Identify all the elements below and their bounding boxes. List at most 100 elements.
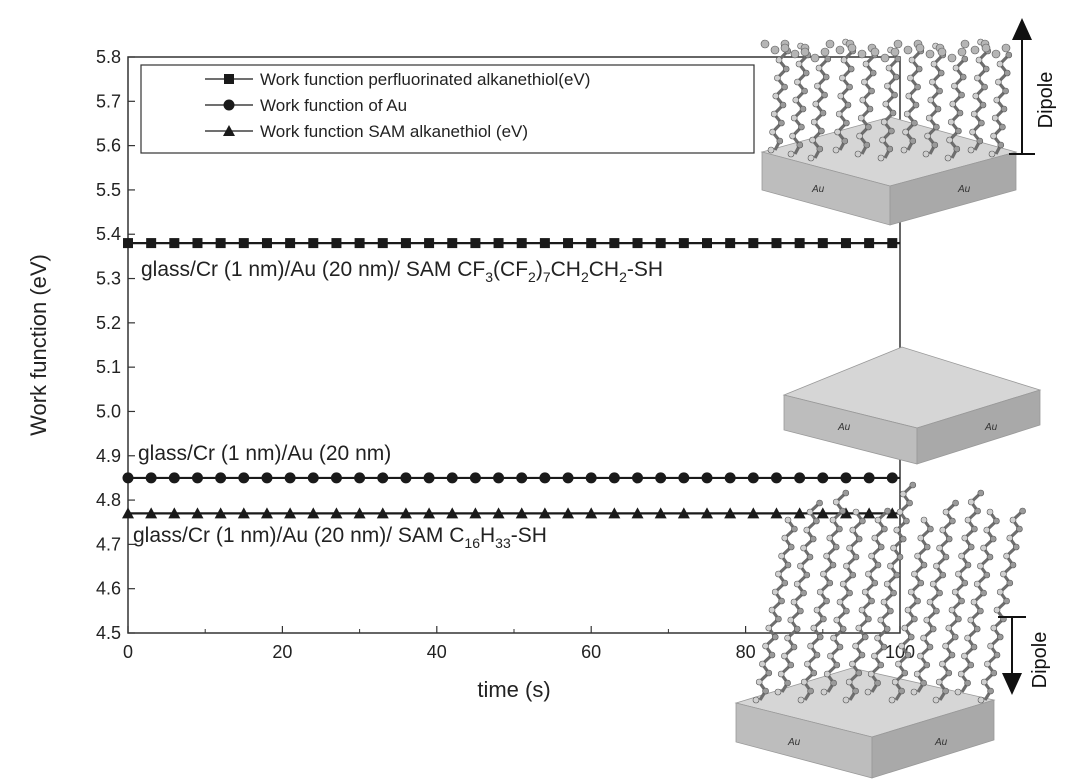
series-triangle xyxy=(122,507,900,519)
molecule-atom xyxy=(933,607,940,615)
legend-entries: Work function perfluorinated alkanethiol… xyxy=(205,70,590,141)
molecule-atom xyxy=(893,526,901,534)
molecule-atom xyxy=(857,49,867,59)
molecule-atom xyxy=(899,535,907,543)
molecule-atom xyxy=(765,669,773,677)
data-point xyxy=(586,238,597,249)
molecule-atom xyxy=(830,679,837,687)
molecule-atom xyxy=(843,607,850,615)
data-point xyxy=(724,472,736,484)
molecule-atom xyxy=(880,598,888,606)
data-point xyxy=(631,507,644,519)
molecule-atom xyxy=(996,588,1004,596)
molecule-atom xyxy=(988,150,996,158)
annotation-subscript: 2 xyxy=(619,269,627,285)
molecule-atom xyxy=(775,56,783,64)
molecule-atom xyxy=(942,687,949,695)
molecule-atom xyxy=(958,597,965,605)
data-point xyxy=(725,238,736,249)
data-point xyxy=(284,507,297,519)
molecule-atom xyxy=(882,100,890,108)
annotation-perfluorinated: glass/Cr (1 nm)/Au (20 nm)/ SAM CF3(CF2)… xyxy=(141,258,663,285)
molecule-atom xyxy=(810,669,818,677)
dipole-label: Dipole xyxy=(1035,72,1057,129)
molecule-atom xyxy=(949,100,957,108)
molecule-atom xyxy=(905,92,913,100)
data-point xyxy=(400,238,411,249)
data-point xyxy=(516,472,528,484)
data-point xyxy=(331,238,342,249)
annotations: glass/Cr (1 nm)/Au (20 nm)/ SAM CF3(CF2)… xyxy=(133,258,663,551)
data-point xyxy=(215,238,226,249)
molecule-atom xyxy=(996,633,1004,641)
molecule-atom xyxy=(768,651,776,659)
molecule-atom xyxy=(784,516,792,524)
molecule-atom xyxy=(874,561,882,569)
molecule-atom xyxy=(1002,87,1009,95)
annotation-subscript: 2 xyxy=(528,269,536,285)
molecule-atom xyxy=(936,589,943,597)
molecule-atom xyxy=(961,534,969,542)
molecule-atom xyxy=(977,696,985,704)
series-square xyxy=(123,238,900,249)
molecule-atom xyxy=(980,678,988,686)
data-point xyxy=(377,472,389,484)
molecule-atom xyxy=(797,562,804,570)
molecule-atom xyxy=(803,526,811,534)
molecule-atom xyxy=(1000,105,1008,113)
y-tick-label: 5.5 xyxy=(96,180,121,200)
dipole-arrow-head-up xyxy=(1012,18,1032,40)
molecule-atom xyxy=(1003,597,1010,605)
molecule-atom xyxy=(874,679,881,687)
molecule-atom xyxy=(927,96,935,104)
substrate-label: Au xyxy=(787,737,801,748)
molecule-atom xyxy=(834,128,841,136)
molecule-atom xyxy=(970,598,978,606)
molecule-atom xyxy=(945,669,953,677)
molecule-atom xyxy=(942,553,950,561)
annotation-text: H xyxy=(480,524,495,547)
legend-marker xyxy=(223,99,235,111)
molecule-atom xyxy=(974,74,981,82)
molecule-atom xyxy=(865,615,872,623)
molecule-atom xyxy=(903,45,913,55)
molecule-atom xyxy=(790,598,798,606)
molecule-atom xyxy=(799,105,807,113)
molecule-atom xyxy=(841,137,849,145)
data-point xyxy=(794,472,806,484)
molecule-atom xyxy=(787,616,795,624)
legend-marker xyxy=(224,74,234,84)
molecule-atom xyxy=(847,65,855,73)
molecule-atom xyxy=(993,651,1001,659)
legend-box xyxy=(140,64,755,154)
molecule-atom xyxy=(852,508,860,516)
molecule-atom xyxy=(825,39,835,49)
molecule-atom xyxy=(961,652,968,660)
annotation-bare-au: glass/Cr (1 nm)/Au (20 nm) xyxy=(138,442,391,465)
molecule-atom xyxy=(832,543,840,551)
molecule-atom xyxy=(777,670,785,678)
molecule-atom xyxy=(969,128,976,136)
molecule-atom xyxy=(929,625,937,633)
molecule-atom xyxy=(765,624,773,632)
y-tick-label: 5.4 xyxy=(96,224,121,244)
data-point xyxy=(655,472,667,484)
molecule-atom xyxy=(800,544,807,552)
molecule-atom xyxy=(836,525,843,533)
molecule-atom xyxy=(824,55,832,63)
molecule-atom xyxy=(868,597,875,605)
molecule-atom xyxy=(881,525,888,533)
molecule-atom xyxy=(933,123,940,131)
molecule-atom xyxy=(880,643,888,651)
molecule-atom xyxy=(936,544,943,552)
molecule-chain xyxy=(915,501,957,693)
molecule-atom xyxy=(1006,579,1014,587)
molecule-atom xyxy=(793,580,801,588)
molecule-atom xyxy=(977,607,984,615)
molecule-atom xyxy=(839,74,846,82)
molecule-atom xyxy=(784,561,792,569)
molecule-atom xyxy=(990,624,998,632)
molecule-atom xyxy=(854,150,862,158)
y-tick-label: 5.0 xyxy=(96,401,121,421)
